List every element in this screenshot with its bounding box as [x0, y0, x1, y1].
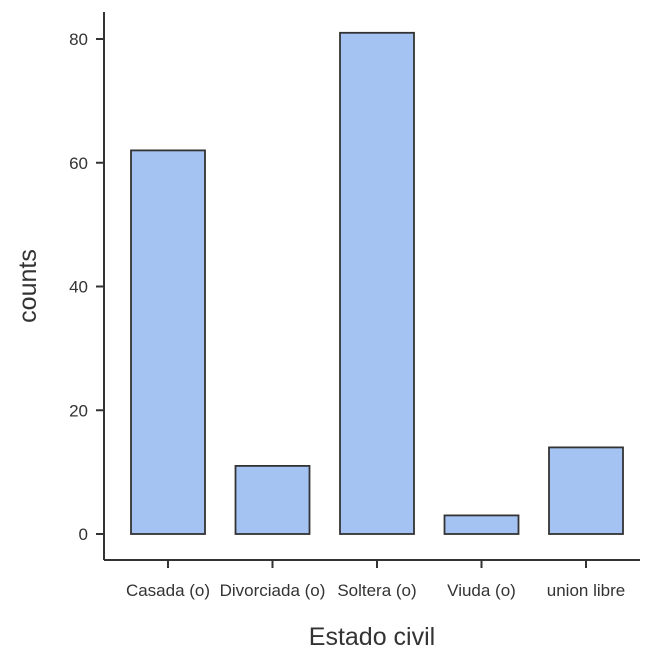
y-axis-title: counts [14, 249, 42, 323]
x-tick-label: Viuda (o) [447, 581, 516, 600]
y-tick-label: 40 [69, 278, 88, 297]
bar [234, 464, 311, 535]
bar [443, 514, 520, 535]
bar [548, 446, 624, 535]
x-tick-label: Casada (o) [126, 581, 210, 600]
bar [339, 31, 415, 535]
y-tick-label: 80 [69, 30, 88, 49]
bars-layer [130, 31, 624, 535]
x-tick-label: union libre [547, 581, 625, 600]
y-ticks-layer: 0 20 40 60 80 [69, 30, 104, 544]
y-tick-label: 60 [69, 154, 88, 173]
y-tick-label: 20 [69, 401, 88, 420]
y-tick-label: 0 [79, 525, 88, 544]
x-tick-label: Divorciada (o) [220, 581, 326, 600]
bar [130, 149, 206, 535]
x-ticks-layer: Casada (o) Divorciada (o) Soltera (o) Viuda… [126, 560, 625, 600]
x-axis-title: Estado civil [309, 623, 435, 651]
x-tick-label: Soltera (o) [337, 581, 416, 600]
